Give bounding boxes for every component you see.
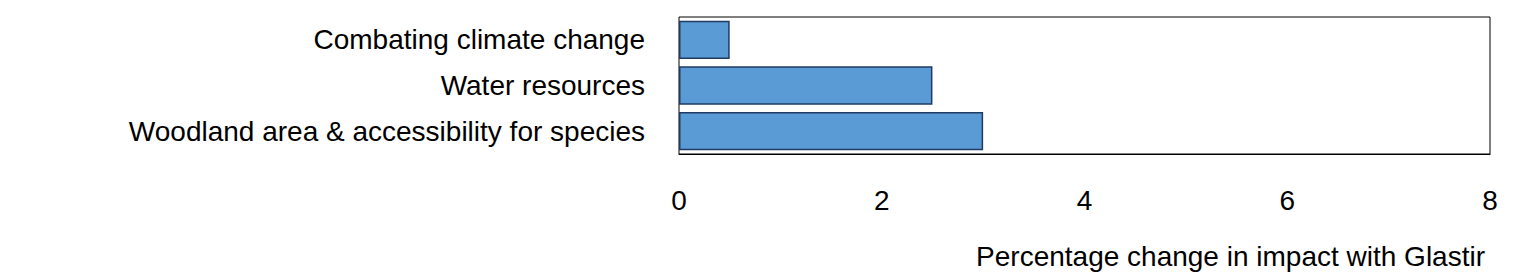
svg-text:0: 0 [671,185,687,216]
svg-text:Water resources: Water resources [441,70,645,101]
svg-text:Woodland area & accessibility: Woodland area & accessibility for specie… [129,116,645,147]
svg-text:2: 2 [874,185,890,216]
svg-text:Combating climate change: Combating climate change [313,24,645,55]
svg-text:4: 4 [1077,185,1093,216]
svg-text:6: 6 [1279,185,1295,216]
svg-text:Percentage change in impact wi: Percentage change in impact with Glastir [976,241,1485,272]
svg-text:8: 8 [1482,185,1498,216]
